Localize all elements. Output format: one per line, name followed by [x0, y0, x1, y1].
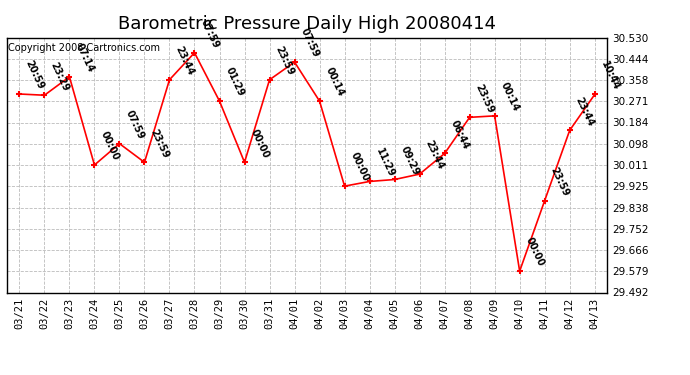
Text: 09:29: 09:29	[399, 144, 421, 177]
Text: 23:44: 23:44	[424, 139, 446, 171]
Text: 23:59: 23:59	[274, 45, 296, 77]
Text: 23:44: 23:44	[574, 95, 596, 128]
Text: 00:00: 00:00	[524, 236, 546, 268]
Text: 23:29: 23:29	[48, 60, 71, 93]
Text: 11:29: 11:29	[374, 146, 396, 178]
Text: 23:59: 23:59	[549, 165, 571, 198]
Text: 06:44: 06:44	[448, 118, 471, 151]
Text: 00:00: 00:00	[348, 151, 371, 183]
Text: 00:00: 00:00	[248, 127, 271, 159]
Text: Copyright 2008 Cartronics.com: Copyright 2008 Cartronics.com	[8, 43, 160, 52]
Title: Barometric Pressure Daily High 20080414: Barometric Pressure Daily High 20080414	[118, 15, 496, 33]
Text: 23:59: 23:59	[148, 127, 171, 159]
Text: 23:59: 23:59	[474, 82, 496, 115]
Text: 00:14: 00:14	[324, 66, 346, 98]
Text: 07:59: 07:59	[124, 108, 146, 141]
Text: 10:44: 10:44	[599, 59, 621, 92]
Text: 07:59: 07:59	[199, 18, 221, 50]
Text: 23:44: 23:44	[174, 45, 196, 77]
Text: 00:14: 00:14	[499, 81, 521, 113]
Text: 01:29: 01:29	[224, 66, 246, 98]
Text: 00:00: 00:00	[99, 130, 121, 162]
Text: 07:14: 07:14	[74, 42, 96, 74]
Text: 20:59: 20:59	[23, 59, 46, 91]
Text: 07:59: 07:59	[299, 27, 321, 59]
